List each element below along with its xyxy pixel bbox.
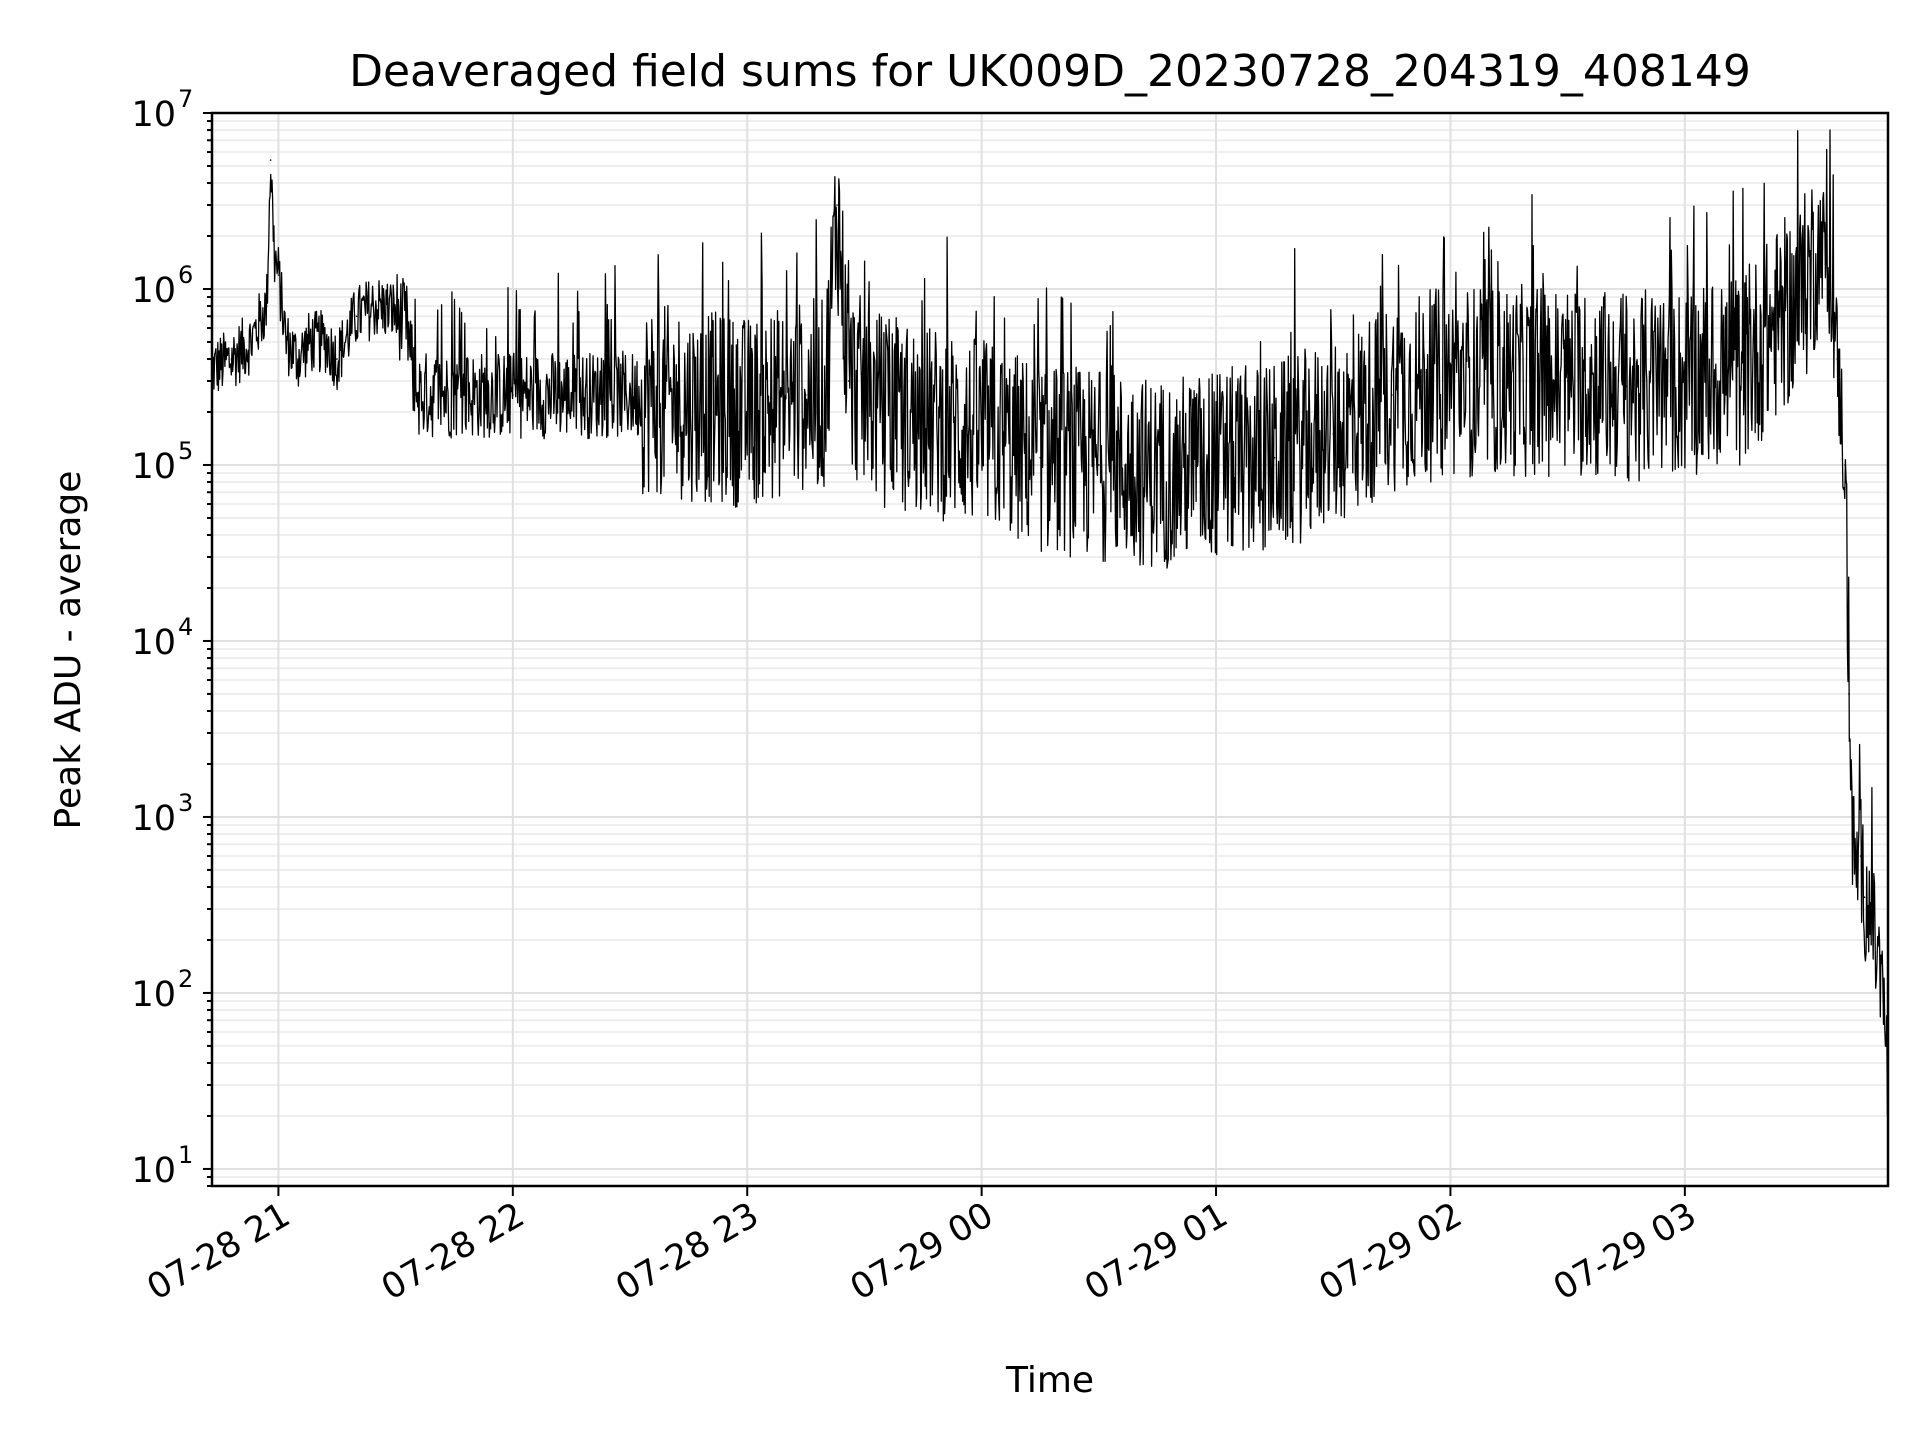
x-tick-label: 07-28 21 <box>141 1195 297 1308</box>
data-point <box>414 394 416 396</box>
y-tick-exponent: 7 <box>178 85 193 113</box>
data-point <box>1879 978 1881 980</box>
data-point <box>453 394 456 396</box>
data-point <box>1391 394 1393 396</box>
data-point <box>848 380 850 382</box>
data-point <box>1742 368 1745 371</box>
y-tick-label: 10 <box>131 623 176 663</box>
data-point <box>1098 464 1100 466</box>
series-layer <box>211 129 1889 1116</box>
data-point <box>336 358 338 360</box>
series-line <box>211 129 1889 1116</box>
data-point <box>1848 693 1850 695</box>
data-point <box>1625 385 1628 388</box>
y-tick-exponent: 6 <box>178 261 193 289</box>
data-point <box>297 358 299 360</box>
x-tick-label: 07-28 23 <box>609 1195 765 1308</box>
x-tick-label: 07-29 00 <box>844 1195 1000 1308</box>
plot-frame <box>210 111 1890 1188</box>
data-point <box>512 394 514 396</box>
data-point <box>1273 456 1276 459</box>
y-tick-exponent: 5 <box>178 437 193 465</box>
data-point <box>265 305 268 307</box>
y-tick-label: 10 <box>131 447 176 487</box>
data-point <box>687 403 690 406</box>
y-tick-label: 10 <box>131 1151 176 1191</box>
data-point <box>1836 358 1839 360</box>
data-point <box>1449 380 1452 382</box>
x-tick-label: 07-28 22 <box>375 1195 531 1308</box>
data-point <box>273 257 276 259</box>
data-point <box>1156 472 1159 474</box>
data-point <box>1859 855 1862 857</box>
data-point <box>1828 274 1831 276</box>
data-point <box>1566 380 1569 382</box>
y-tick-exponent: 1 <box>178 1141 193 1169</box>
data-point <box>269 159 272 161</box>
data-point <box>836 204 838 206</box>
x-axis-label: Time <box>1005 1360 1094 1401</box>
data-point <box>1801 296 1803 298</box>
chart-title: Deaveraged field sums for UK009D_2023072… <box>349 46 1751 97</box>
y-tick-label: 10 <box>131 95 176 135</box>
data-point <box>285 341 288 343</box>
data-point <box>746 411 749 413</box>
data-point <box>1852 843 1854 846</box>
data-point <box>250 341 252 343</box>
y-tick-exponent: 2 <box>178 965 193 993</box>
data-point <box>1215 464 1217 466</box>
x-tick-label: 07-29 01 <box>1078 1195 1234 1308</box>
data-point <box>1039 456 1042 459</box>
data-point <box>922 419 924 421</box>
data-point <box>277 274 280 276</box>
data-point <box>1820 235 1823 237</box>
y-tick-exponent: 3 <box>178 789 193 817</box>
data-point <box>1883 1009 1885 1011</box>
data-point <box>1508 380 1510 382</box>
y-tick-label: 10 <box>131 799 176 839</box>
data-point <box>824 394 827 396</box>
data-point <box>1871 922 1874 924</box>
data-point <box>406 327 409 329</box>
data-point <box>324 341 327 343</box>
data-point <box>355 315 358 318</box>
data-point <box>394 310 397 312</box>
data-point <box>1332 433 1335 435</box>
y-axis-label: Peak ADU - average <box>48 471 89 830</box>
y-tick-label: 10 <box>131 975 176 1015</box>
data-point <box>570 394 573 396</box>
data-point <box>308 341 311 343</box>
y-tick-exponent: 4 <box>178 613 193 641</box>
x-tick-label: 07-29 02 <box>1313 1195 1469 1308</box>
grid-lines <box>212 112 1888 1187</box>
data-point <box>1867 908 1870 910</box>
data-point <box>1844 464 1846 466</box>
data-point <box>629 394 631 396</box>
data-point <box>1781 315 1784 318</box>
x-tick-label: 07-29 03 <box>1547 1195 1703 1308</box>
data-point <box>230 358 233 360</box>
data-point <box>1684 380 1686 382</box>
data-point <box>980 433 983 435</box>
y-tick-label: 10 <box>131 271 176 311</box>
data-point <box>883 411 885 413</box>
data-point <box>375 305 377 307</box>
data-point <box>1863 896 1866 899</box>
data-point <box>1855 869 1858 871</box>
data-point <box>805 394 807 396</box>
